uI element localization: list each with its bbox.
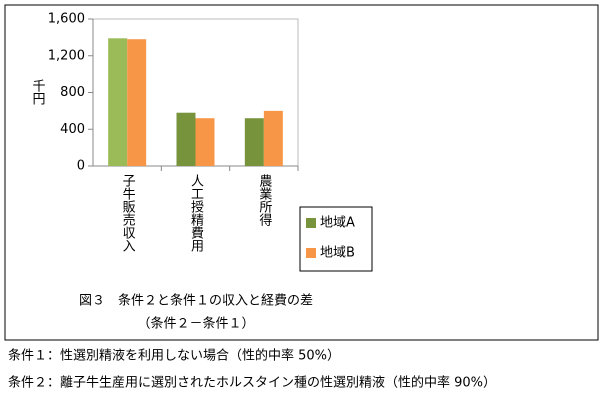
note: 条件１：性選別精液を利用しない場合（性的中率 50%） — [8, 348, 340, 364]
y-tick-label: 400 — [60, 122, 85, 137]
legend-label: 地域B — [320, 246, 355, 261]
bar — [127, 39, 147, 166]
y-axis-label: 千円 — [30, 79, 46, 105]
legend-swatch — [306, 248, 316, 258]
legend-swatch — [306, 218, 316, 228]
x-tick-label: 人工授精費用 — [188, 174, 204, 253]
legend-label: 地域A — [320, 216, 355, 231]
frame — [4, 4, 599, 341]
bar — [263, 110, 283, 166]
y-tick-label: 0 — [77, 159, 85, 174]
y-tick-label: 1,200 — [48, 48, 85, 63]
bar — [176, 112, 196, 166]
caption: （条件２－条件１） — [137, 316, 254, 332]
x-tick-label: 子牛販売収入 — [120, 174, 135, 252]
note: 条件２：離子牛生産用に選別されたホルスタイン種の性選別精液（性的中率 90%） — [8, 375, 496, 391]
bar — [195, 118, 215, 166]
y-tick-label: 800 — [60, 85, 85, 100]
y-tick-label: 1,600 — [48, 12, 85, 27]
caption: 図３ 条件２と条件１の収入と経費の差 — [79, 293, 313, 309]
bar — [244, 118, 264, 166]
bar — [108, 38, 128, 167]
legend-box — [299, 206, 373, 272]
x-tick-label: 農業所得 — [256, 174, 272, 226]
